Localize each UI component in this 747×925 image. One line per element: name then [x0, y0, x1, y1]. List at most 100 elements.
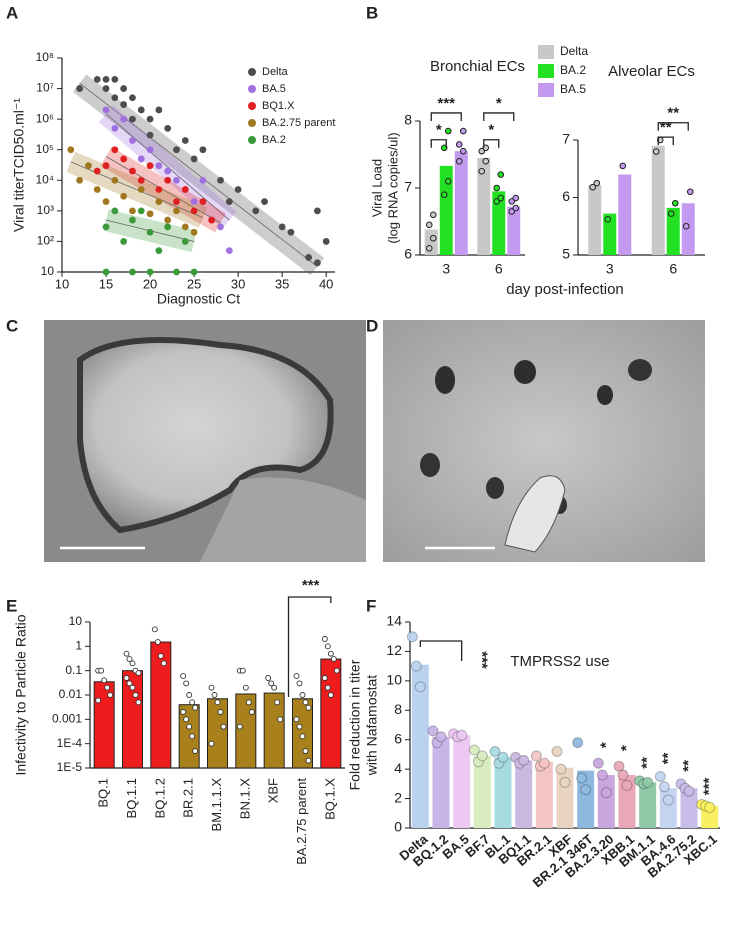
data-point	[455, 141, 463, 148]
bar	[603, 213, 617, 255]
data-point	[102, 106, 110, 114]
data-point	[444, 127, 452, 135]
data-point	[189, 733, 196, 740]
data-point	[155, 198, 163, 206]
y-tick-label: 10	[386, 672, 402, 688]
y-tick-label: 0	[394, 819, 402, 835]
data-point	[102, 75, 110, 83]
data-point	[551, 745, 563, 757]
data-point	[146, 146, 154, 154]
data-point	[146, 115, 154, 123]
significance-bracket	[483, 139, 500, 148]
data-point	[190, 198, 198, 206]
data-point	[164, 223, 172, 231]
data-point	[155, 106, 163, 114]
data-point	[592, 757, 604, 769]
x-axis-label: day post-infection	[506, 281, 624, 298]
bar	[494, 757, 512, 828]
x-tick-label: 3	[442, 261, 450, 277]
data-point	[146, 228, 154, 236]
data-point	[137, 106, 145, 114]
data-point	[186, 692, 193, 698]
data-point	[313, 207, 321, 215]
bar	[597, 775, 615, 828]
data-point	[302, 748, 309, 754]
data-point	[129, 216, 136, 224]
x-tick-label: 30	[231, 276, 245, 291]
significance-label: ***	[701, 778, 718, 796]
data-point	[704, 801, 716, 813]
y-tick-label: 10²	[37, 234, 54, 248]
data-point	[189, 699, 196, 706]
bar	[473, 755, 491, 828]
data-point	[155, 247, 163, 255]
data-point	[217, 709, 224, 715]
data-point	[190, 207, 198, 215]
significance-label: **	[659, 753, 676, 765]
x-tick-label: BN.1.X	[237, 778, 252, 820]
chart-title: TMPRSS2 use	[510, 653, 609, 670]
data-point	[173, 198, 180, 206]
data-point	[181, 223, 189, 231]
significance-label: **	[660, 119, 672, 136]
data-point	[104, 684, 111, 691]
data-point	[164, 167, 172, 175]
legend-swatch	[538, 64, 554, 78]
data-point	[135, 670, 142, 676]
x-tick-label: BQ.1.X	[322, 778, 337, 820]
data-point	[67, 146, 75, 154]
data-point	[671, 199, 679, 207]
data-point	[208, 740, 215, 747]
data-point	[190, 228, 198, 236]
data-point	[164, 216, 172, 224]
data-point	[132, 692, 139, 698]
significance-bracket	[657, 136, 674, 146]
data-point	[181, 186, 189, 193]
data-point	[183, 716, 190, 723]
data-point	[305, 757, 312, 764]
data-point	[497, 171, 505, 178]
x-axis-label: Diagnostic Ct	[157, 291, 240, 307]
data-point	[497, 751, 509, 763]
data-point	[192, 704, 199, 711]
bar	[659, 788, 677, 828]
x-tick-label: BQ.1	[96, 778, 111, 808]
data-point	[137, 186, 145, 193]
data-point	[190, 268, 198, 276]
bar	[515, 760, 533, 828]
data-point	[617, 769, 629, 781]
significance-label: *	[488, 122, 494, 139]
legend-label: BA.5	[560, 82, 586, 96]
bar	[701, 805, 719, 828]
data-point	[120, 115, 128, 123]
y-tick-label: 1	[75, 639, 82, 653]
data-point	[217, 223, 224, 231]
x-tick-label: 6	[669, 261, 677, 277]
y-tick-label: 0.01	[59, 687, 83, 701]
fit-line	[105, 156, 221, 224]
legend-marker	[248, 136, 256, 144]
data-point	[482, 157, 490, 165]
bar	[681, 203, 695, 255]
y-tick-label: 10⁷	[36, 81, 54, 95]
chart-title: Alveolar ECs	[608, 63, 695, 80]
significance-label: ***	[474, 651, 491, 669]
data-point	[302, 699, 309, 706]
data-point	[214, 699, 221, 706]
data-point	[667, 210, 675, 217]
data-point	[173, 176, 180, 184]
data-point	[102, 268, 110, 276]
data-point	[85, 162, 92, 170]
data-point	[459, 127, 467, 135]
data-point	[682, 222, 690, 230]
fit-line	[79, 82, 318, 267]
significance-label: *	[597, 742, 614, 748]
data-point	[111, 94, 119, 102]
data-point	[530, 750, 542, 762]
micrograph-c	[44, 320, 366, 562]
data-point	[129, 94, 136, 102]
bar	[453, 735, 471, 828]
x-tick-label: 10	[55, 276, 69, 291]
data-point	[410, 660, 422, 672]
